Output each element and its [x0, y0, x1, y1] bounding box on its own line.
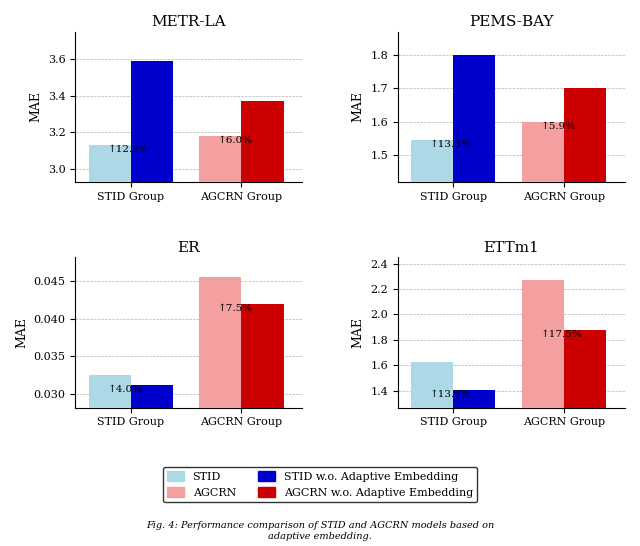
Text: ↑4.0%: ↑4.0% — [108, 385, 143, 394]
Title: ETTm1: ETTm1 — [484, 241, 540, 254]
Title: ER: ER — [177, 241, 200, 254]
Bar — [522, 122, 564, 546]
Y-axis label: MAE: MAE — [15, 317, 28, 348]
Bar — [131, 61, 173, 546]
Bar — [241, 304, 284, 546]
Y-axis label: MAE: MAE — [352, 317, 365, 348]
Bar — [200, 136, 241, 546]
Bar — [453, 390, 495, 546]
Bar — [453, 55, 495, 546]
Bar — [88, 375, 131, 546]
Y-axis label: MAE: MAE — [29, 91, 42, 122]
Text: ↑7.5%: ↑7.5% — [218, 304, 253, 313]
Bar — [411, 361, 453, 546]
Bar — [241, 101, 284, 546]
Title: PEMS-BAY: PEMS-BAY — [469, 15, 554, 29]
Bar — [564, 88, 606, 546]
Bar — [200, 277, 241, 546]
Text: ↑13.3%: ↑13.3% — [430, 140, 472, 149]
Text: ↑5.9%: ↑5.9% — [541, 122, 576, 131]
Bar — [522, 280, 564, 546]
Title: METR-LA: METR-LA — [152, 15, 226, 29]
Legend: STID, AGCRN, STID w.o. Adaptive Embedding, AGCRN w.o. Adaptive Embedding: STID, AGCRN, STID w.o. Adaptive Embeddin… — [163, 467, 477, 502]
Text: ↑13.5%: ↑13.5% — [430, 390, 472, 399]
Text: ↑12.8%: ↑12.8% — [108, 145, 149, 155]
Bar — [88, 145, 131, 546]
Bar — [131, 385, 173, 546]
Text: Fig. 4: Performance comparison of STID and AGCRN models based on
adaptive embedd: Fig. 4: Performance comparison of STID a… — [146, 521, 494, 541]
Y-axis label: MAE: MAE — [352, 91, 365, 122]
Bar — [411, 140, 453, 546]
Text: ↑17.5%: ↑17.5% — [541, 330, 582, 339]
Text: ↑6.0%: ↑6.0% — [218, 136, 253, 145]
Bar — [564, 330, 606, 546]
